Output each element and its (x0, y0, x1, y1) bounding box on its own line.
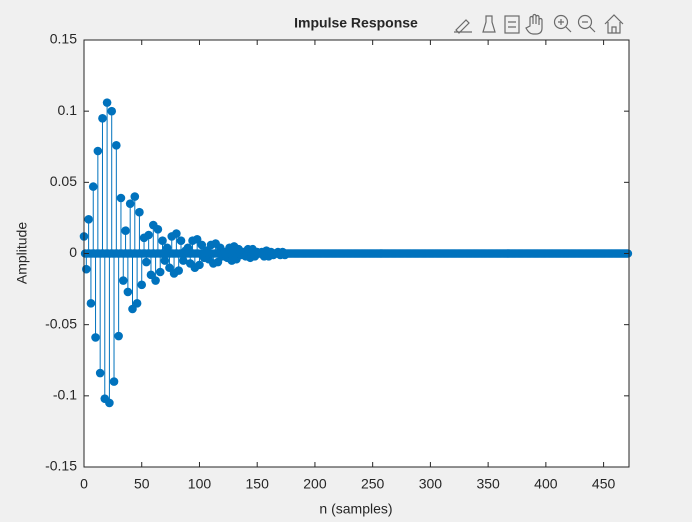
toolbar (454, 13, 624, 35)
stem-marker (151, 276, 160, 285)
y-tick-label: 0.05 (50, 173, 77, 189)
edit-button[interactable] (454, 19, 472, 34)
chart-title: Impulse Response (294, 15, 418, 31)
stem (102, 98, 112, 254)
stem-marker (165, 263, 174, 273)
zoom-in-button[interactable] (553, 14, 572, 33)
stem (84, 215, 93, 254)
stem-marker (105, 398, 114, 408)
stem-marker (174, 266, 183, 275)
stem-marker (179, 256, 188, 265)
stem (112, 141, 121, 254)
stem-marker (88, 182, 98, 191)
stem-marker (123, 287, 133, 297)
stem (109, 253, 119, 386)
stem-marker (160, 256, 170, 265)
stem-marker (146, 270, 156, 280)
stem (130, 192, 140, 254)
stem-marker (84, 215, 93, 224)
stem-marker (128, 304, 137, 314)
stem-marker (142, 257, 151, 267)
stem-marker (82, 264, 91, 274)
x-axis-label: n (samples) (319, 501, 392, 517)
stem-marker (125, 199, 135, 208)
x-tick-label: 100 (188, 476, 212, 492)
stem (135, 207, 144, 254)
stem-marker (197, 240, 207, 250)
stem-marker (116, 193, 126, 203)
zoom-out-button[interactable] (577, 14, 596, 33)
stem-marker (102, 98, 112, 107)
x-tick-label: 350 (476, 476, 500, 492)
x-tick-label: 250 (361, 476, 385, 492)
home-button[interactable] (604, 14, 624, 34)
stem (98, 113, 107, 254)
stem-marker (114, 331, 123, 341)
stem-marker (118, 276, 128, 285)
stem-marker (195, 260, 204, 270)
stem (95, 253, 105, 378)
stem (125, 199, 135, 254)
stem-marker (86, 299, 96, 308)
stem (151, 253, 160, 285)
stem-marker (213, 257, 223, 267)
stem (114, 253, 123, 341)
x-tick-label: 50 (134, 476, 150, 492)
y-tick-label: 0 (69, 244, 77, 260)
stem-marker (192, 234, 202, 244)
stem-marker (95, 368, 105, 378)
y-tick-label: -0.05 (45, 315, 77, 331)
pan-button[interactable] (525, 13, 543, 35)
stem (116, 193, 126, 254)
stem-marker (121, 226, 130, 236)
stem-marker (91, 333, 100, 342)
y-axis-label: Amplitude (14, 222, 30, 284)
stem (118, 253, 128, 285)
stem (128, 253, 137, 314)
x-tick-label: 0 (80, 476, 88, 492)
stem (93, 146, 103, 254)
stem-marker (132, 299, 142, 308)
stem-marker (144, 230, 153, 240)
x-tick-label: 200 (303, 476, 327, 492)
stem-marker (153, 225, 163, 234)
stem-marker (93, 146, 103, 156)
x-tick-label: 450 (592, 476, 616, 492)
stem-marker (98, 113, 107, 123)
brush-button[interactable] (482, 15, 496, 33)
stem-marker (176, 236, 186, 245)
x-tick-label: 400 (534, 476, 558, 492)
stem-marker (130, 192, 140, 201)
plot-area (79, 98, 633, 408)
datatip-button[interactable] (504, 15, 520, 34)
y-tick-label: -0.15 (45, 458, 77, 474)
y-tick-label: -0.1 (53, 387, 77, 403)
stem (105, 253, 114, 408)
stem (123, 253, 133, 297)
y-tick-label: 0.1 (58, 102, 78, 118)
stem-marker (137, 280, 147, 290)
stem-marker (109, 377, 119, 386)
stem (91, 253, 100, 342)
x-tick-label: 150 (246, 476, 270, 492)
x-tick-label: 300 (419, 476, 443, 492)
stem (137, 253, 147, 290)
stem (107, 106, 117, 254)
stem-marker (158, 236, 167, 245)
stem-marker (135, 207, 144, 217)
stem (132, 253, 142, 308)
y-tick-label: 0.15 (50, 31, 77, 47)
stem (88, 182, 98, 254)
stem-marker (172, 229, 181, 238)
stem (86, 253, 96, 308)
stem-marker (112, 141, 121, 150)
stem-marker (107, 106, 117, 116)
stem-marker (155, 267, 165, 277)
